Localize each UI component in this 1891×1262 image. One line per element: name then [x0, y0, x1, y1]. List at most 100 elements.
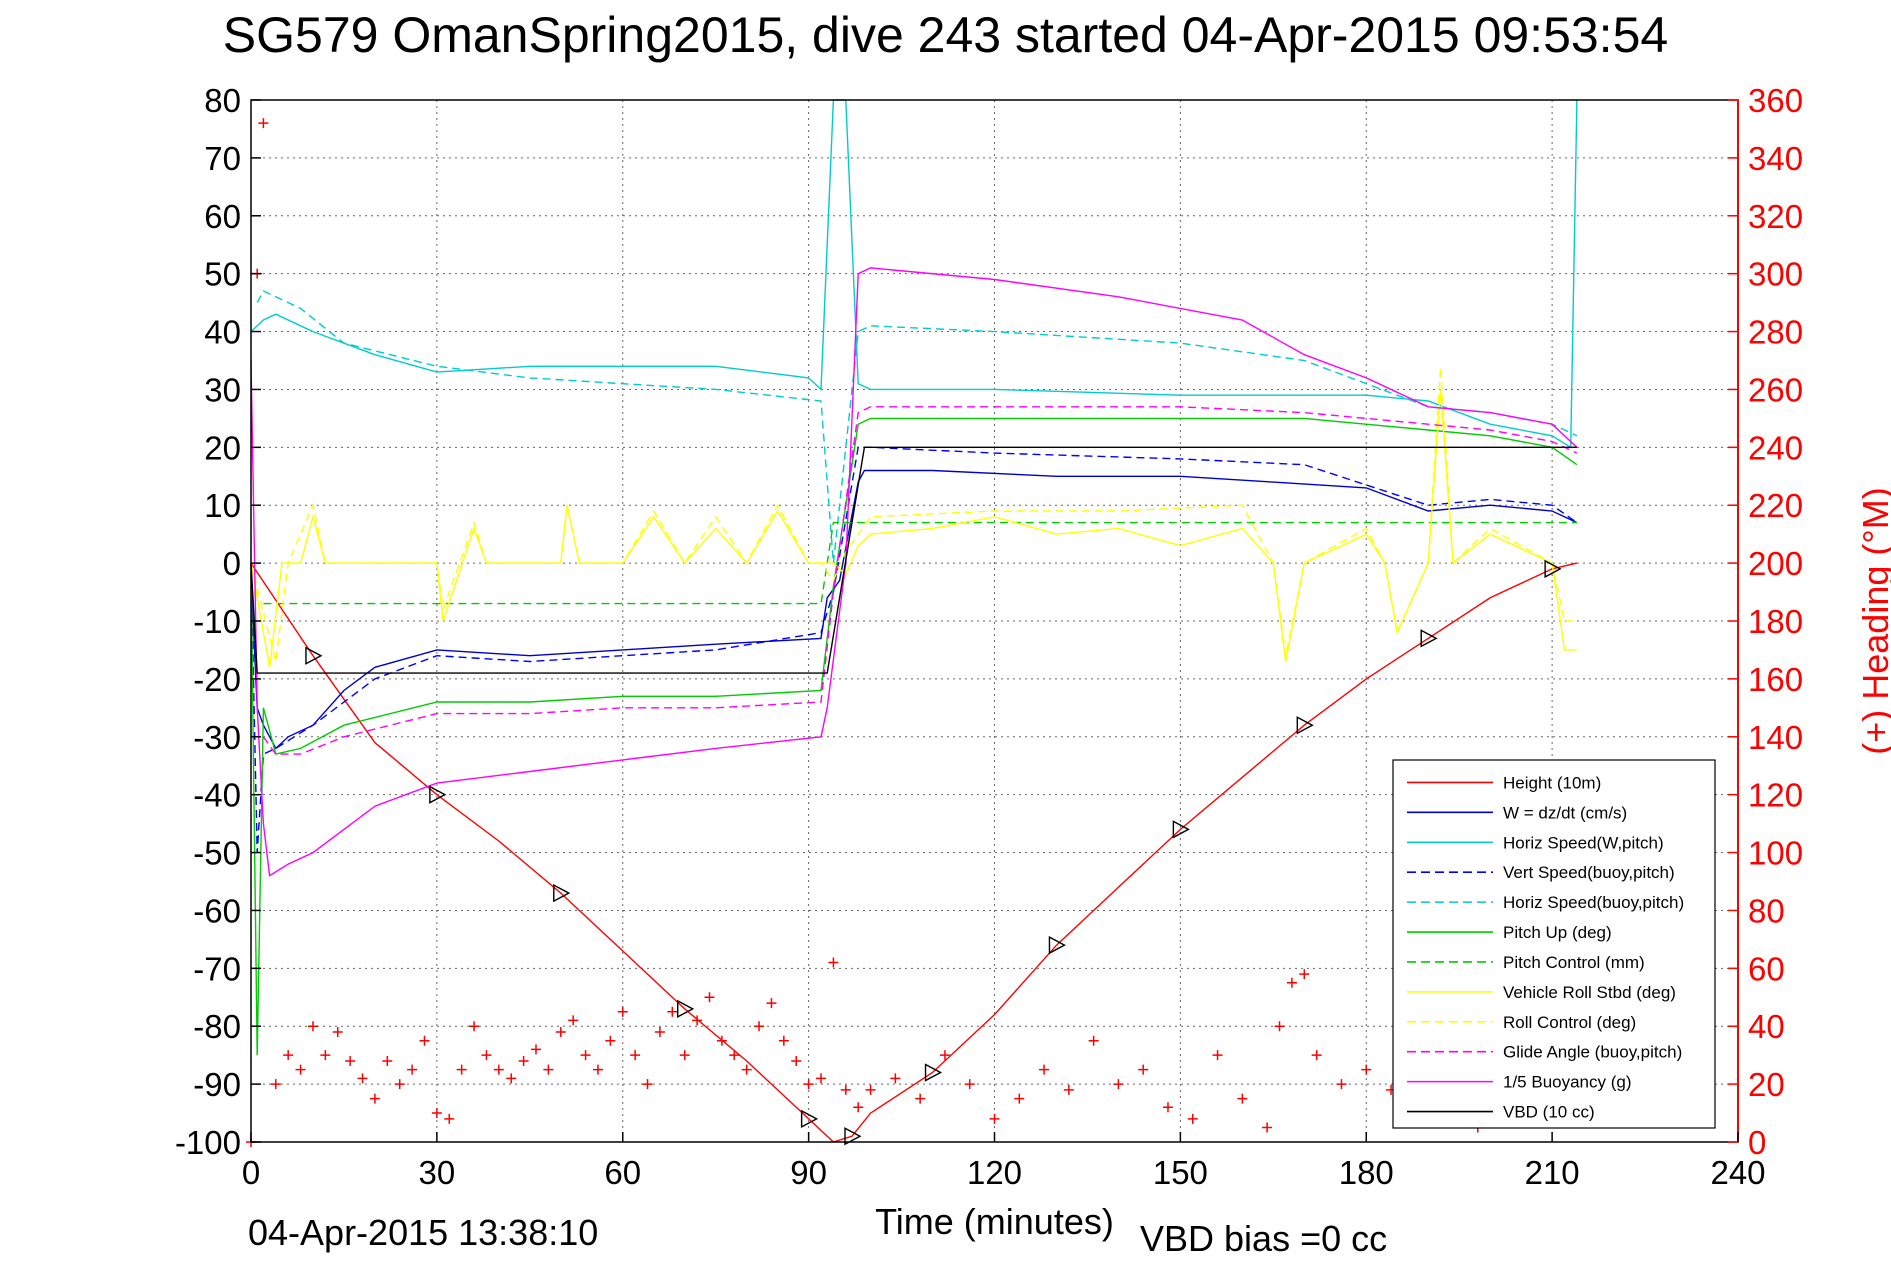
y-tick-label: -90: [193, 1066, 241, 1103]
depth-marker: [429, 785, 447, 804]
y2-axis-label: (+) Heading (°M): [1855, 487, 1891, 754]
legend-label: Horiz Speed(W,pitch): [1503, 833, 1664, 852]
heading-marker: [1014, 1093, 1025, 1104]
series-line-5: [250, 417, 1578, 1056]
x-tick-label: 210: [1525, 1154, 1580, 1191]
x-tick-label: 180: [1339, 1154, 1394, 1191]
depth-marker: [553, 883, 571, 903]
heading-marker: [778, 1035, 789, 1046]
heading-marker: [469, 1021, 480, 1032]
heading-marker: [332, 1027, 343, 1038]
legend-label: Glide Angle (buoy,pitch): [1503, 1043, 1682, 1062]
series-layer: [246, 99, 1582, 1147]
heading-marker: [456, 1064, 467, 1075]
y-tick-label: -70: [193, 950, 241, 987]
depth-marker: [800, 1109, 819, 1129]
heading-marker: [716, 1035, 727, 1046]
y2-tick-label: 300: [1748, 256, 1803, 293]
heading-marker: [964, 1079, 975, 1090]
x-axis-label: Time (minutes): [875, 1201, 1114, 1242]
axes-layer: 0 30 60 90 120 150 180 210 24080706050403020100-…: [175, 82, 1891, 1242]
series-line-9: [262, 406, 1578, 755]
x-tick-label: 30: [419, 1154, 456, 1191]
y2-tick-label: 100: [1748, 835, 1803, 872]
heading-marker: [679, 1050, 690, 1061]
heading-marker: [816, 1073, 827, 1084]
heading-marker: [270, 1079, 281, 1090]
series-line-7: [250, 389, 1577, 668]
x-tick-label: 60: [604, 1154, 641, 1191]
heading-marker: [394, 1079, 405, 1090]
heading-marker: [853, 1102, 864, 1113]
heading-marker: [1212, 1050, 1223, 1061]
legend-label: 1/5 Buoyancy (g): [1503, 1073, 1632, 1092]
y2-tick-label: 80: [1748, 892, 1785, 929]
series-line-1: [250, 469, 1578, 750]
y2-tick-label: 200: [1748, 545, 1803, 582]
series-line-3: [250, 446, 1578, 853]
y-tick-label: -100: [175, 1124, 241, 1161]
heading-marker: [840, 1084, 851, 1095]
heading-marker: [667, 1006, 678, 1017]
heading-marker: [692, 1015, 703, 1026]
heading-marker: [1088, 1035, 1099, 1046]
heading-marker: [1113, 1079, 1124, 1090]
heading-marker: [1299, 969, 1310, 980]
heading-marker: [580, 1050, 591, 1061]
y2-tick-label: 120: [1748, 777, 1803, 814]
legend-label: VBD (10 cc): [1503, 1103, 1595, 1122]
chart-title: SG579 OmanSpring2015, dive 243 started 0…: [222, 7, 1669, 63]
x-tick-label: 120: [967, 1154, 1022, 1191]
y2-tick-label: 40: [1748, 1008, 1785, 1045]
depth-marker: [844, 1127, 862, 1146]
heading-marker: [704, 992, 715, 1003]
heading-marker: [791, 1055, 802, 1066]
series-line-0: [250, 562, 1578, 1143]
heading-marker: [1237, 1093, 1248, 1104]
heading-marker: [1286, 977, 1297, 988]
y-tick-label: 80: [204, 82, 241, 119]
heading-marker: [1262, 1122, 1273, 1133]
y-tick-label: -10: [193, 603, 241, 640]
legend-label: Vehicle Roll Stbd (deg): [1503, 983, 1676, 1002]
heading-marker: [419, 1035, 430, 1046]
heading-marker: [729, 1050, 740, 1061]
y-tick-label: 20: [204, 429, 241, 466]
heading-marker: [258, 118, 269, 129]
heading-marker: [320, 1050, 331, 1061]
y-tick-label: 70: [204, 140, 241, 177]
heading-marker: [1311, 1050, 1322, 1061]
heading-marker: [915, 1093, 926, 1104]
legend-label: Vert Speed(buoy,pitch): [1503, 863, 1675, 882]
y2-tick-label: 60: [1748, 950, 1785, 987]
y2-tick-label: 220: [1748, 487, 1803, 524]
legend-label: Height (10m): [1503, 773, 1601, 792]
heading-marker: [617, 1006, 628, 1017]
legend-label: Roll Control (deg): [1503, 1013, 1636, 1032]
heading-marker: [407, 1064, 418, 1075]
depth-marker: [677, 999, 695, 1019]
heading-marker: [939, 1050, 950, 1061]
heading-marker: [1039, 1064, 1050, 1075]
heading-marker: [369, 1093, 380, 1104]
depth-marker: [1544, 559, 1562, 579]
heading-marker: [481, 1050, 492, 1061]
y-tick-label: -80: [193, 1008, 241, 1045]
heading-marker: [531, 1044, 542, 1055]
heading-marker: [754, 1021, 765, 1032]
series-line-10: [250, 267, 1578, 877]
timestamp-footer: 04-Apr-2015 13:38:10: [248, 1212, 599, 1253]
heading-marker: [642, 1079, 653, 1090]
series-line-4: [256, 290, 1578, 564]
heading-marker: [605, 1035, 616, 1046]
y-tick-label: -20: [193, 661, 241, 698]
series-line-11: [250, 446, 1577, 674]
heading-marker: [555, 1027, 566, 1038]
legend-box: [1392, 759, 1716, 1129]
y2-tick-label: 340: [1748, 140, 1803, 177]
y2-tick-label: 240: [1748, 429, 1803, 466]
heading-marker: [307, 1021, 318, 1032]
heading-marker: [345, 1055, 356, 1066]
heading-marker: [1138, 1064, 1149, 1075]
